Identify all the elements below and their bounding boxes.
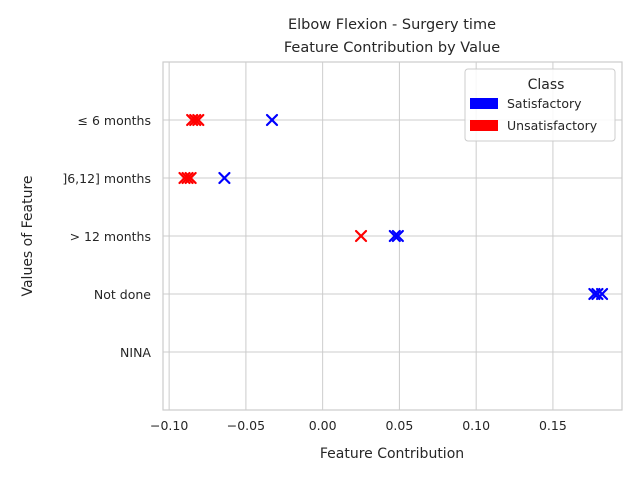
marker-stroke — [354, 229, 368, 243]
data-point-satisfactory — [388, 229, 401, 243]
y-axis-label: Values of Feature — [20, 175, 36, 296]
legend-swatch-unsatisfactory — [470, 120, 498, 131]
marker-stroke — [192, 113, 205, 127]
chart-title-line-1: Elbow Flexion - Surgery time — [288, 17, 496, 33]
x-tick-label: 0.00 — [309, 418, 337, 433]
marker-stroke — [391, 229, 404, 243]
data-point-unsatisfactory — [354, 229, 368, 243]
y-tick-label: NINA — [120, 345, 151, 360]
data-point-unsatisfactory — [189, 113, 202, 127]
data-point-satisfactory — [391, 229, 404, 243]
x-tick-label: 0.10 — [462, 418, 490, 433]
marker-stroke — [181, 171, 194, 185]
marker-stroke — [595, 287, 609, 301]
y-tick-label: > 12 months — [70, 229, 151, 244]
data-point-satisfactory — [591, 287, 604, 301]
plot-frame — [162, 61, 623, 411]
data-point-satisfactory — [265, 113, 279, 127]
legend-label-satisfactory: Satisfactory — [507, 96, 582, 111]
data-points — [178, 113, 609, 301]
y-tick-labels: ≤ 6 months ]6,12] months > 12 months Not do… — [62, 113, 151, 360]
marker-stroke — [184, 171, 197, 185]
marker-stroke — [388, 229, 401, 243]
chart-title-line-2: Feature Contribution by Value — [284, 40, 500, 56]
data-point-unsatisfactory — [192, 113, 205, 127]
x-axis-label: Feature Contribution — [320, 446, 464, 462]
y-tick-label: ≤ 6 months — [78, 113, 151, 128]
legend-label-unsatisfactory: Unsatisfactory — [507, 118, 598, 133]
x-tick-labels: −0.10 −0.05 0.00 0.05 0.10 0.15 — [150, 418, 567, 433]
x-tick-label: −0.10 — [150, 418, 188, 433]
legend-swatch-satisfactory — [470, 98, 498, 109]
data-point-unsatisfactory — [184, 171, 197, 185]
data-point-satisfactory — [218, 171, 231, 185]
marker-stroke — [591, 287, 604, 301]
marker-stroke — [189, 113, 202, 127]
y-tick-label: ]6,12] months — [62, 171, 151, 186]
legend: Class Satisfactory Unsatisfactory — [464, 68, 616, 142]
legend-box — [464, 68, 616, 142]
x-tick-label: 0.15 — [539, 418, 567, 433]
y-tick-label: Not done — [94, 287, 151, 302]
marker-stroke — [218, 171, 231, 185]
x-tick-label: −0.05 — [227, 418, 265, 433]
data-point-satisfactory — [595, 287, 609, 301]
marker-stroke — [265, 113, 279, 127]
data-point-unsatisfactory — [181, 171, 194, 185]
legend-title: Class — [528, 77, 565, 93]
x-tick-label: 0.05 — [385, 418, 413, 433]
